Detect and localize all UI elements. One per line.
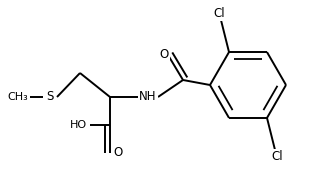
Text: O: O bbox=[159, 49, 169, 61]
Text: S: S bbox=[46, 91, 54, 104]
Text: NH: NH bbox=[139, 91, 157, 104]
Text: Cl: Cl bbox=[271, 150, 283, 163]
Text: CH₃: CH₃ bbox=[8, 92, 28, 102]
Text: HO: HO bbox=[69, 120, 87, 130]
Text: O: O bbox=[113, 146, 123, 160]
Text: Cl: Cl bbox=[213, 7, 225, 20]
